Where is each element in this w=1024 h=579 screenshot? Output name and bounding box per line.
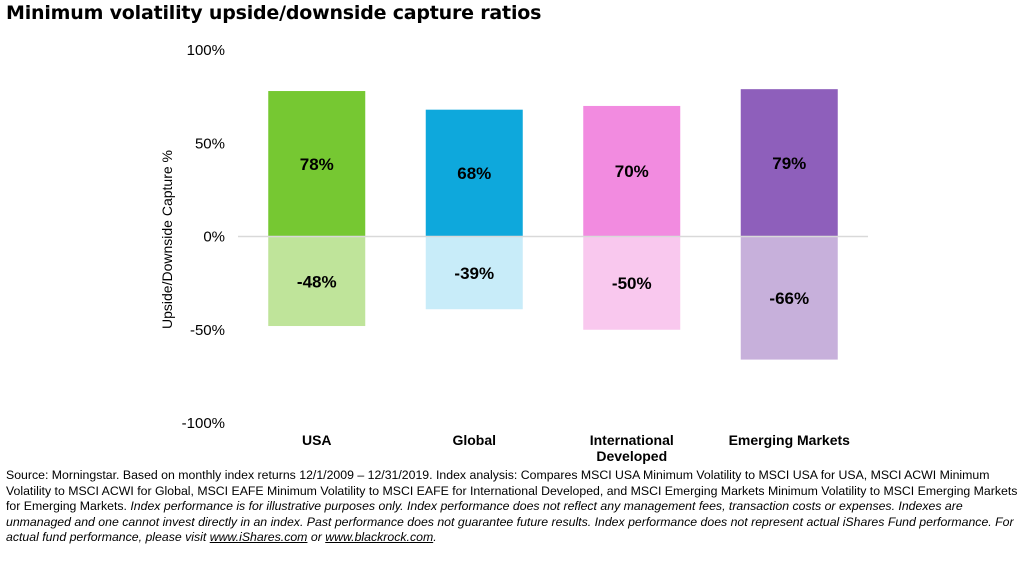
y-axis-ticks: 100% 50% 0% -50% -100% bbox=[182, 42, 225, 432]
footnote-or: or bbox=[307, 530, 326, 544]
category-labels: USA Global International Developed Emerging … bbox=[302, 432, 850, 464]
y-tick-label-2: 0% bbox=[203, 229, 225, 246]
data-labels: 78% 68% 70% 79% -48% -39% -50% -66% bbox=[297, 154, 809, 308]
footnote-end: . bbox=[433, 530, 437, 544]
downside-bar-1 bbox=[425, 236, 523, 310]
downside-bar-2 bbox=[583, 236, 681, 330]
y-axis-label: Upside/Downside Capture % bbox=[159, 150, 175, 329]
category-label-3: Emerging Markets bbox=[729, 432, 851, 448]
footnote-source: Source: Morningstar. Based on monthly in… bbox=[6, 468, 1018, 513]
category-label-2: International Developed bbox=[590, 432, 674, 464]
blackrock-link[interactable]: www.blackrock.com bbox=[325, 530, 434, 544]
ishares-link[interactable]: www.iShares.com bbox=[209, 530, 308, 544]
chart-title: Minimum volatility upside/downside captu… bbox=[6, 2, 542, 24]
upside-label-0: 78% bbox=[300, 155, 334, 174]
upside-bar-1 bbox=[425, 109, 523, 237]
downside-bar-3 bbox=[740, 236, 838, 360]
upside-bar-3 bbox=[740, 89, 838, 237]
y-tick-label-4: -100% bbox=[182, 415, 225, 432]
downside-label-2: -50% bbox=[612, 274, 652, 293]
y-tick-label-3: -50% bbox=[190, 322, 225, 339]
downside-label-3: -66% bbox=[769, 289, 809, 308]
downside-label-1: -39% bbox=[454, 264, 494, 283]
capture-ratio-chart: 100% 50% 0% -50% -100% USA Global Internationa… bbox=[159, 42, 868, 464]
y-tick-label-1: 50% bbox=[195, 135, 225, 152]
y-tick-label-0: 100% bbox=[187, 42, 225, 59]
bars-group bbox=[268, 89, 838, 360]
category-label-1: Global bbox=[452, 432, 496, 448]
category-label-0: USA bbox=[302, 432, 332, 448]
footnote: Source: Morningstar. Based on monthly in… bbox=[6, 468, 1020, 546]
upside-label-1: 68% bbox=[457, 164, 491, 183]
downside-bar-0 bbox=[268, 236, 366, 327]
downside-label-0: -48% bbox=[297, 272, 337, 291]
upside-label-3: 79% bbox=[772, 154, 806, 173]
footnote-disclaimer: Index performance is for illustrative pu… bbox=[6, 499, 1014, 544]
upside-bar-0 bbox=[268, 91, 366, 237]
upside-label-2: 70% bbox=[615, 162, 649, 181]
upside-bar-2 bbox=[583, 105, 681, 237]
